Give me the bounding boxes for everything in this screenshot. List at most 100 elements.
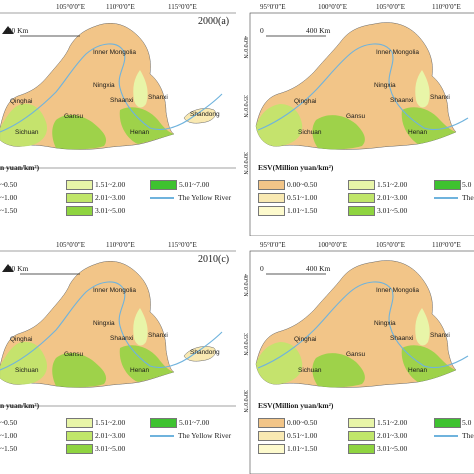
river-legend-line: [150, 197, 174, 199]
legend-swatch: [258, 193, 285, 203]
legend-swatch: [66, 431, 93, 441]
yellow-river-line: [0, 281, 223, 371]
legend-entry: 5.0: [462, 180, 472, 189]
legend-swatch: [434, 180, 461, 190]
legend-swatch: [258, 431, 285, 441]
legend-swatch: [66, 418, 93, 428]
lon-label: 110°0′0″E: [432, 241, 461, 249]
vegetation-zone-west: [0, 103, 48, 147]
province-label: Shanxi: [148, 94, 168, 101]
province-label: Henan: [408, 129, 428, 136]
province-label: Inner Mongolia: [376, 49, 419, 56]
province-label: Shanxi: [430, 332, 450, 339]
province-label: Shanxi: [148, 332, 168, 339]
legend-entry: 2.01~3.00: [377, 193, 408, 202]
legend-entry: 1.51~2.00: [377, 418, 408, 427]
legend-swatch: [66, 206, 93, 216]
basin-map-d: [249, 250, 474, 474]
legend-title: ESV(Million yuan/km²): [258, 163, 334, 172]
vegetation-zone-south: [312, 115, 365, 150]
lon-label: 110°0′0″E: [432, 3, 461, 11]
lon-label: 105°0′0″E: [56, 3, 86, 11]
scale-zero-label: 0: [260, 264, 264, 273]
province-label: Ningxia: [93, 320, 115, 327]
scale-label: 400 Km: [306, 264, 331, 273]
province-label: Shandong: [190, 111, 220, 118]
province-label: Shandong: [190, 349, 220, 356]
lat-label: 30°0′0″N: [242, 152, 248, 175]
legend-entry: 1.01~1.50: [287, 444, 318, 453]
scale-label: 400 Km: [4, 26, 29, 35]
legend-swatch: [348, 431, 375, 441]
province-label: Shaanxi: [390, 97, 414, 104]
yellow-river-line: [257, 43, 469, 131]
lon-label: 95°0′0″E: [260, 241, 286, 249]
vegetation-zone-east: [401, 345, 456, 382]
legend-entry: 0.00~0.50: [287, 418, 318, 427]
lat-label: 40°0′0″N: [242, 274, 248, 297]
province-label: Gansu: [64, 351, 84, 358]
province-label: Shaanxi: [110, 97, 134, 104]
province-label: Shanxi: [430, 94, 450, 101]
lat-label: 30°0′0″N: [242, 390, 248, 413]
legend-entry: 5.01~7.00: [179, 180, 210, 189]
legend-title: n yuan/km²): [0, 401, 40, 410]
province-label: Qinghai: [10, 336, 33, 343]
legend-swatch: [348, 418, 375, 428]
lat-label: 40°0′0″N: [242, 36, 248, 59]
vegetation-zone-shanxi: [415, 308, 430, 346]
vegetation-zone-west: [256, 104, 303, 147]
legend-swatch: [348, 206, 375, 216]
legend-entry: 3.01~5.00: [95, 444, 126, 453]
lon-label: 105°0′0″E: [376, 3, 406, 11]
legend-entry: 3.01~5.00: [95, 206, 126, 215]
legend-entry: 5.01~7.00: [179, 418, 210, 427]
legend-swatch: [150, 418, 177, 428]
basin-map-b: [249, 12, 474, 236]
province-label: Ningxia: [374, 82, 396, 89]
legend-entry: 0.51~1.00: [287, 193, 318, 202]
yellow-river-line: [0, 43, 223, 133]
province-label: Sichuan: [15, 129, 39, 136]
legend-swatch: [66, 180, 93, 190]
legend-swatch: [258, 444, 285, 454]
map-panel-c: 105°0′0″E 110°0′0″E 115°0′0″E 2010(c) 40…: [0, 238, 236, 474]
legend-entry: 2.01~3.00: [95, 431, 126, 440]
legend-entry: The: [462, 431, 474, 440]
legend-swatch: [258, 418, 285, 428]
province-label: Qinghai: [294, 98, 317, 105]
legend-swatch: [348, 444, 375, 454]
river-legend-line: [434, 197, 458, 199]
legend-swatch: [150, 180, 177, 190]
legend-entry: The Yellow River: [178, 431, 232, 440]
map-panel-b: 95°0′0″E 100°0′0″E 105°0′0″E 110°0′0″E 4…: [238, 0, 474, 236]
province-label: Henan: [130, 367, 150, 374]
province-label: Inner Mongolia: [93, 287, 136, 294]
lon-label: 95°0′0″E: [260, 3, 286, 11]
map-panel-a: 105°0′0″E 110°0′0″E 115°0′0″E 2000(a) 40…: [0, 0, 236, 236]
lat-label: 35°0′0″N: [242, 95, 248, 118]
legend-entry: The Yellow River: [178, 193, 232, 202]
legend-entry: 3.01~5.00: [377, 444, 408, 453]
year-label: 2010(c): [198, 254, 230, 265]
lon-label: 105°0′0″E: [56, 241, 86, 249]
lon-label: 115°0′0″E: [168, 241, 197, 249]
delta-shape: [183, 108, 216, 124]
legend-entry: ~1.50: [0, 206, 18, 215]
legend-entry: ~0.50: [0, 418, 18, 427]
vegetation-zone-south: [52, 352, 107, 388]
province-label: Sichuan: [15, 367, 39, 374]
province-label: Inner Mongolia: [376, 287, 419, 294]
lon-label: 110°0′0″E: [106, 241, 135, 249]
province-label: Qinghai: [10, 98, 33, 105]
delta-shape: [183, 346, 216, 362]
province-label: Gansu: [346, 351, 366, 358]
legend-entry: ~1.00: [0, 193, 18, 202]
legend-entry: 0.51~1.00: [287, 431, 318, 440]
legend-entry: 1.51~2.00: [95, 418, 126, 427]
legend-swatch: [258, 206, 285, 216]
north-arrow-icon: [2, 26, 14, 34]
vegetation-zone-south: [52, 114, 107, 150]
legend-swatch: [258, 180, 285, 190]
legend-entry: 2.01~3.00: [95, 193, 126, 202]
